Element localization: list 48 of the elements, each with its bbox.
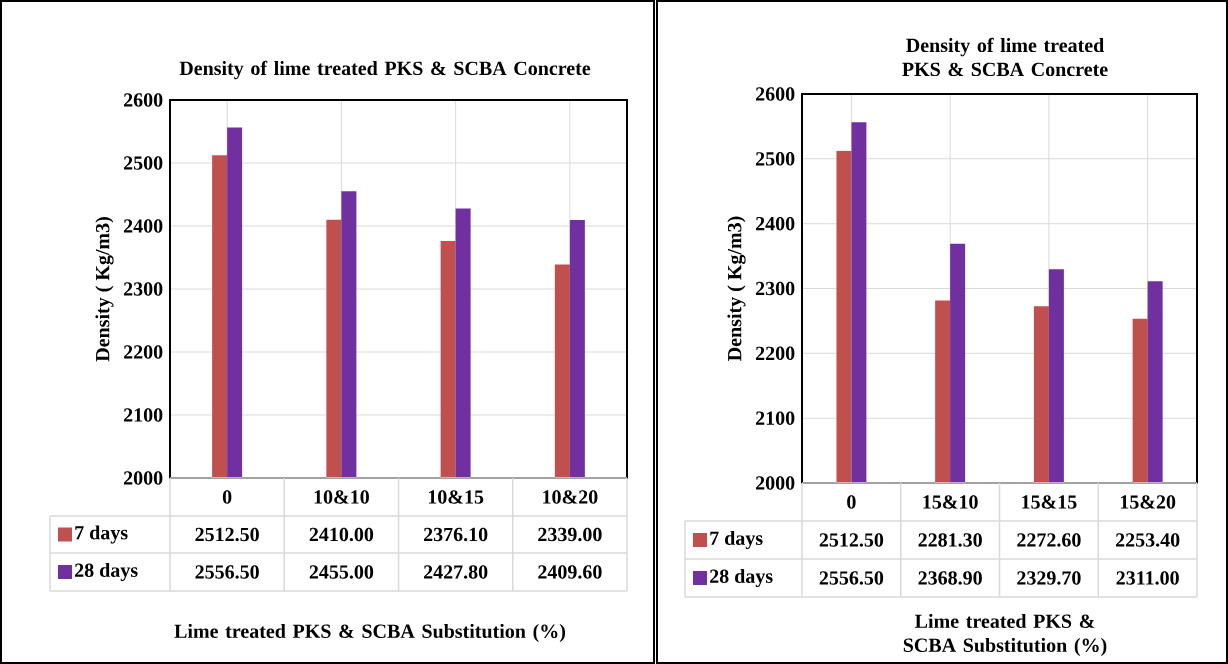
data-label: 2556.50 (819, 571, 884, 585)
category-label: 10&20 (543, 490, 598, 504)
chart-title: Density of lime treated PKS & SCBA Concrete (902, 37, 1108, 77)
category-label: 10&15 (428, 490, 484, 504)
y-axis-title: Density ( Kg/m3) (95, 217, 114, 362)
legend-label: 7 days (75, 525, 128, 544)
category-label: 10&10 (314, 490, 369, 504)
data-label: 2368.90 (918, 571, 982, 585)
y-tick-label: 2000 (755, 476, 795, 490)
y-tick-label: 2600 (123, 93, 163, 107)
y-tick-label: 2600 (755, 87, 795, 101)
y-tick-label: 2200 (123, 345, 163, 359)
legend-label: 28 days (75, 562, 138, 582)
category-label: 0 (847, 495, 856, 509)
y-tick-label: 2500 (123, 156, 163, 170)
data-label: 2410.00 (309, 527, 374, 542)
data-label: 2427.80 (423, 565, 488, 579)
y-tick-label: 2000 (123, 471, 163, 485)
category-label: 15&20 (1120, 495, 1176, 509)
data-label: 2455.00 (309, 565, 374, 579)
category-label: 15&10 (923, 495, 978, 509)
data-label: 2512.50 (819, 533, 884, 547)
data-label: 2281.30 (918, 533, 982, 547)
y-tick-label: 2500 (755, 152, 795, 166)
y-tick-label: 2100 (123, 408, 163, 422)
x-axis-title: Lime treated PKS & SCBA Substitution (%) (903, 613, 1107, 657)
x-axis-title: Lime treated PKS & SCBA Substitution (%) (174, 623, 566, 643)
data-label: 2376.10 (423, 527, 488, 542)
y-tick-label: 2300 (123, 282, 163, 296)
legend-label: 28 days (710, 568, 773, 588)
data-label: 2409.60 (538, 565, 602, 579)
data-label: 2556.50 (195, 565, 259, 579)
y-axis-title: Density ( Kg/m3) (727, 216, 746, 361)
y-tick-label: 2200 (755, 346, 795, 361)
y-tick-label: 2400 (755, 216, 795, 231)
data-label: 2339.00 (538, 527, 602, 542)
y-tick-label: 2100 (755, 411, 795, 425)
data-label: 2253.40 (1115, 533, 1180, 547)
data-label: 2311.00 (1116, 571, 1179, 585)
legend-label: 7 days (710, 530, 763, 550)
chart-title: Density of lime treated PKS & SCBA Concrete (179, 60, 591, 80)
y-tick-label: 2400 (123, 219, 163, 233)
category-label: 15&15 (1022, 495, 1077, 509)
data-label: 2329.70 (1017, 571, 1081, 585)
data-label: 2272.60 (1017, 533, 1081, 547)
category-label: 0 (222, 490, 232, 504)
data-label: 2512.50 (195, 527, 259, 542)
y-tick-label: 2300 (755, 281, 795, 296)
